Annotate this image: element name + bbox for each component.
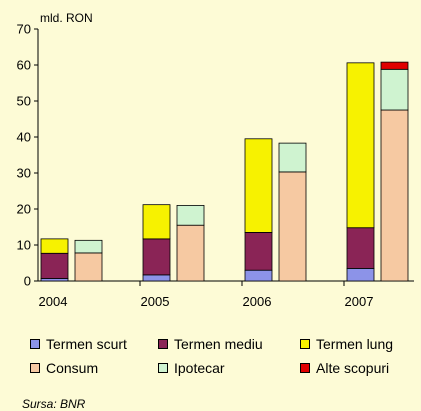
legend-label-termen-scurt: Termen scurt (46, 336, 127, 352)
legend-label-consum: Consum (46, 360, 99, 376)
bar-termen-mediu-2005 (142, 238, 171, 276)
bar-termen-lung-2004 (40, 238, 69, 254)
source-note: Sursa: BNR (22, 397, 86, 411)
legend-label-termen-lung: Termen lung (316, 336, 394, 352)
x-tick-label: 2006 (243, 294, 272, 309)
bar-termen-mediu-2004 (40, 252, 69, 279)
chart: 0 10 20 30 40 50 60 70 mld. RON 2004 2005 2006 2007 (17, 11, 414, 309)
bar-termen-lung-2007 (346, 62, 375, 229)
bar-consum-2005 (176, 224, 205, 282)
y-tick-label: 20 (17, 202, 31, 217)
bar-termen-lung-2006 (244, 138, 273, 233)
legend-swatch-termen-lung (300, 339, 310, 349)
y-unit-label: mld. RON (40, 11, 93, 25)
y-tick-label: 30 (17, 166, 31, 181)
y-tick-label: 40 (17, 130, 31, 145)
legend-item-termen-mediu: Termen mediu (158, 336, 300, 352)
legend-swatch-consum (30, 363, 40, 373)
legend-item-alte-scopuri: Alte scopuri (300, 360, 420, 376)
legend-item-termen-scurt: Termen scurt (30, 336, 158, 352)
legend-label-termen-mediu: Termen mediu (174, 336, 263, 352)
x-tick-label: 2007 (345, 294, 374, 309)
legend-swatch-ipotecar (158, 363, 168, 373)
legend-swatch-alte-scopuri (300, 363, 310, 373)
bar-ipotecar-2004 (74, 239, 103, 254)
bar-consum-2006 (278, 171, 307, 282)
y-tick-label: 70 (17, 22, 31, 37)
y-tick-label: 10 (17, 238, 31, 253)
bar-ipotecar-2005 (176, 204, 205, 226)
bar-alte-scopuri-2007 (380, 61, 409, 70)
chart-bars (40, 61, 409, 282)
bar-consum-2004 (74, 252, 103, 282)
legend-item-termen-lung: Termen lung (300, 336, 420, 352)
bar-ipotecar-2007 (380, 68, 409, 111)
chart-legend: Termen scurt Termen mediu Termen lung Co… (30, 336, 420, 376)
x-tick-label: 2004 (39, 294, 68, 309)
y-tick-label: 50 (17, 94, 31, 109)
legend-item-consum: Consum (30, 360, 158, 376)
legend-item-ipotecar: Ipotecar (158, 360, 300, 376)
bar-termen-scurt-2007 (346, 267, 375, 282)
y-tick-label: 0 (24, 274, 31, 289)
legend-swatch-termen-scurt (30, 339, 40, 349)
bar-termen-mediu-2007 (346, 227, 375, 269)
bar-ipotecar-2006 (278, 142, 307, 173)
chart-labels: 0 10 20 30 40 50 60 70 mld. RON 2004 2005 2006 2007 (17, 11, 374, 309)
y-tick-label: 60 (17, 58, 31, 73)
bar-termen-lung-2005 (142, 204, 171, 240)
x-tick-label: 2005 (141, 294, 170, 309)
bar-termen-scurt-2006 (244, 269, 273, 282)
bar-termen-mediu-2006 (244, 231, 273, 271)
legend-label-ipotecar: Ipotecar (174, 360, 225, 376)
legend-swatch-termen-mediu (158, 339, 168, 349)
bar-consum-2007 (380, 109, 409, 282)
legend-label-alte-scopuri: Alte scopuri (316, 360, 390, 376)
bar-termen-scurt-2005 (142, 274, 171, 282)
